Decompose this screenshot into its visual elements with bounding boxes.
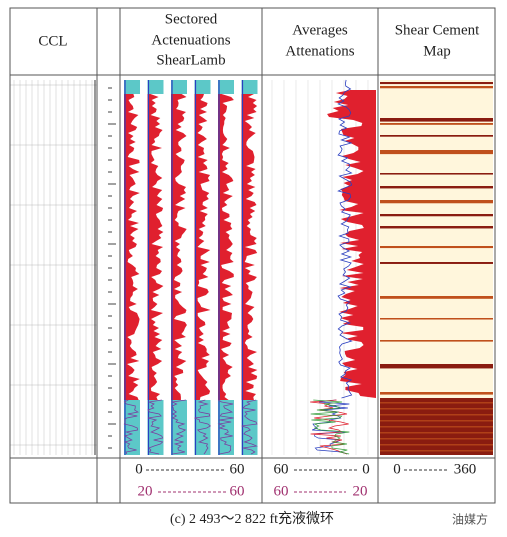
header-averages: Attenations xyxy=(285,43,354,59)
strip-noise xyxy=(123,399,139,455)
strip-top xyxy=(241,80,258,94)
strip-noise xyxy=(194,399,212,455)
scale-left: 60 xyxy=(274,461,289,477)
scale-right: 0 xyxy=(362,461,370,477)
strip-bottom xyxy=(124,400,140,455)
map-stripe xyxy=(380,402,493,404)
map-stripe xyxy=(380,420,493,422)
map-band xyxy=(380,364,493,369)
map-band xyxy=(380,246,493,249)
header-averages: Averages xyxy=(292,22,348,38)
header-ccl: CCL xyxy=(38,33,67,49)
strip-noise xyxy=(241,399,258,455)
map-band xyxy=(380,392,493,395)
caption: (c) 2 493～2 822 ft充液微环 xyxy=(170,511,334,527)
map-stripe xyxy=(380,414,493,416)
map-stripe xyxy=(380,450,493,452)
strip-noise xyxy=(147,399,164,455)
scale-left: 60 xyxy=(274,483,289,499)
map-band xyxy=(380,82,493,85)
map-band xyxy=(380,200,493,204)
frame xyxy=(9,7,496,504)
map-band xyxy=(380,118,493,122)
strip-bottom xyxy=(147,400,164,455)
scale-right: 360 xyxy=(454,461,477,477)
map-band xyxy=(380,173,493,175)
scale-left: 0 xyxy=(135,461,143,477)
scale-right: 20 xyxy=(353,483,368,499)
strip-profile xyxy=(194,94,211,400)
header-map: Map xyxy=(423,43,451,59)
avg-area xyxy=(327,90,376,398)
strip-profile xyxy=(171,94,187,400)
strip-noise xyxy=(171,399,187,455)
map-band xyxy=(380,150,493,155)
watermark: 油媒方 xyxy=(452,512,488,527)
map-stripe xyxy=(380,408,493,410)
scale-left: 0 xyxy=(393,461,401,477)
avg-noise xyxy=(310,399,350,455)
map-band xyxy=(380,123,493,125)
map-stripe xyxy=(380,426,493,428)
map-stripe xyxy=(380,432,493,434)
strip-top xyxy=(218,80,234,94)
map-band xyxy=(380,318,493,320)
scale-right: 60 xyxy=(230,461,245,477)
strip-profile xyxy=(241,94,258,400)
tracks xyxy=(10,79,493,455)
avg-curve xyxy=(337,79,353,399)
map-stripe xyxy=(380,438,493,440)
scale-right: 60 xyxy=(230,483,245,499)
map-band xyxy=(380,214,493,217)
scale-left: 20 xyxy=(138,483,153,499)
map-band xyxy=(380,226,493,229)
header-sectored: ShearLamb xyxy=(156,52,225,68)
map-stripe xyxy=(380,444,493,446)
strip-top xyxy=(194,80,211,94)
map-band xyxy=(380,262,493,264)
map-band xyxy=(380,186,493,189)
header-map: Shear Cement xyxy=(395,22,480,38)
strip-profile xyxy=(147,94,164,400)
strip-noise xyxy=(217,399,234,455)
map-band xyxy=(380,135,493,137)
map-band xyxy=(380,86,493,89)
strip-profile xyxy=(218,94,234,400)
strip-top xyxy=(147,80,164,94)
outer-border xyxy=(9,7,496,504)
map-band xyxy=(380,340,493,342)
strip-top xyxy=(124,80,140,94)
header-sectored: Sectored xyxy=(165,11,218,27)
map-band xyxy=(380,296,493,299)
scale-dashes xyxy=(146,469,448,493)
header-sectored: Actenuations xyxy=(151,32,230,48)
strip-profile xyxy=(124,94,140,400)
strip-top xyxy=(171,80,187,94)
